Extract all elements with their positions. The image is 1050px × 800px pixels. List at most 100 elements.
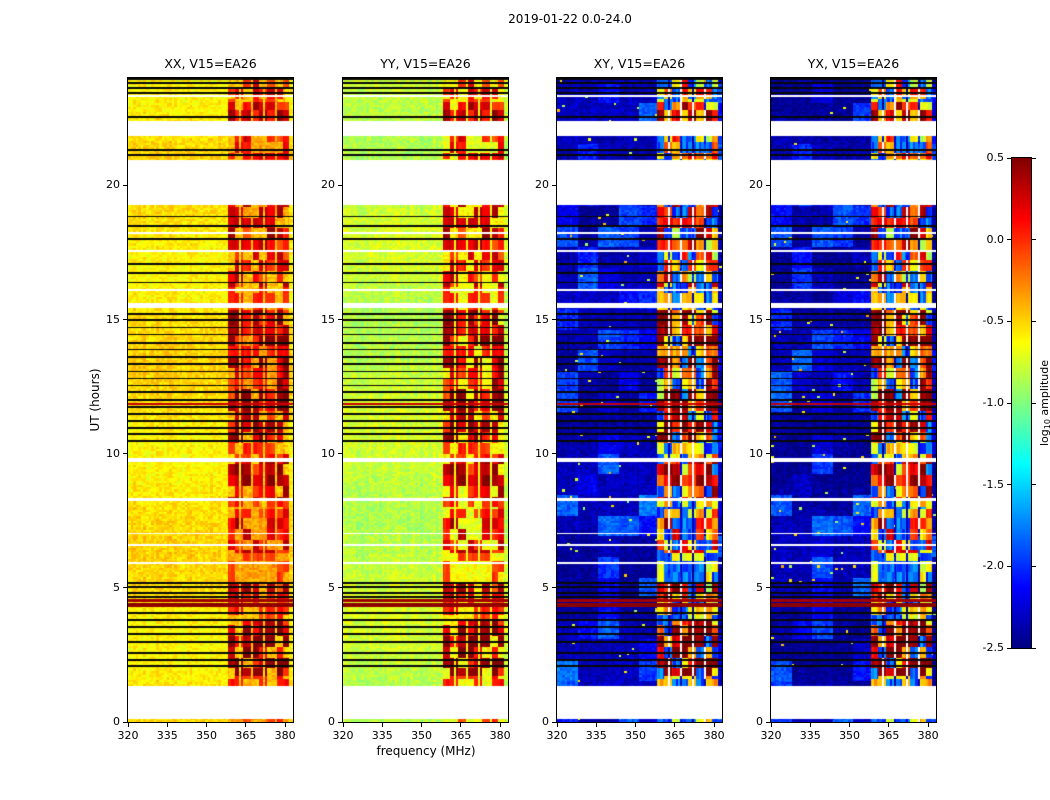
colorbar-tick-label: -1.5 bbox=[982, 477, 1004, 491]
y-tick-label: 10 bbox=[106, 446, 120, 460]
x-tick-label: 350 bbox=[839, 729, 861, 742]
x-tick-mark bbox=[206, 723, 208, 727]
panel-title-xx: XX, V15=EA26 bbox=[164, 56, 257, 71]
y-tick-label: 5 bbox=[328, 580, 335, 594]
x-tick-mark bbox=[927, 723, 929, 727]
x-tick-label: 365 bbox=[878, 729, 900, 742]
colorbar-frame bbox=[1012, 158, 1031, 648]
panel-yy: YY, V15=EA26 320 335 350 365 380 0 5 10 15 20 bbox=[321, 56, 511, 742]
x-tick-mark bbox=[770, 723, 772, 727]
colorbar-tick-mark bbox=[1032, 320, 1036, 322]
y-axis-label: UT (hours) bbox=[88, 368, 102, 432]
colorbar-tick-mark bbox=[1032, 647, 1036, 649]
heatmap-yy bbox=[343, 78, 508, 722]
x-tick-mark bbox=[381, 723, 383, 727]
y-tick-mark bbox=[338, 587, 342, 589]
colorbar-label-suffix: amplitude bbox=[1038, 359, 1050, 420]
x-tick-label: 350 bbox=[625, 729, 647, 742]
x-tick-mark bbox=[245, 723, 247, 727]
x-tick-label: 335 bbox=[371, 729, 393, 742]
y-tick-label: 0 bbox=[113, 715, 120, 728]
y-tick-label: 0 bbox=[328, 715, 335, 728]
heatmap-yx bbox=[771, 78, 936, 722]
x-tick-mark bbox=[342, 723, 344, 727]
y-tick-mark bbox=[766, 721, 770, 723]
x-tick-label: 380 bbox=[703, 729, 725, 742]
x-tick-mark bbox=[635, 723, 637, 727]
x-tick-mark bbox=[421, 723, 423, 727]
y-tick-mark bbox=[338, 319, 342, 320]
colorbar-label-prefix: log bbox=[1038, 429, 1050, 447]
x-tick-mark bbox=[460, 723, 462, 727]
y-tick-label: 5 bbox=[113, 580, 120, 594]
panel-yx: YX, V15=EA26 320 335 350 365 380 0 5 10 15 20 bbox=[749, 56, 939, 742]
panel-xy: XY, V15=EA26 320 335 350 365 380 0 5 10 15 20 bbox=[535, 56, 725, 742]
x-tick-label: 320 bbox=[332, 729, 354, 742]
y-tick-mark bbox=[552, 453, 556, 455]
colorbar-tick-mark bbox=[1007, 239, 1011, 241]
y-tick-mark bbox=[766, 319, 770, 320]
x-tick-label: 320 bbox=[760, 729, 782, 742]
x-tick-mark bbox=[849, 723, 851, 727]
y-tick-mark bbox=[123, 721, 127, 723]
y-tick-mark bbox=[123, 587, 127, 589]
colorbar-tick-label: 0.5 bbox=[986, 151, 1005, 164]
x-tick-mark bbox=[888, 723, 890, 727]
y-tick-label: 5 bbox=[756, 580, 763, 594]
x-tick-mark bbox=[809, 723, 811, 727]
x-tick-mark bbox=[595, 723, 597, 727]
x-tick-label: 365 bbox=[450, 729, 472, 742]
figure-title: 2019-01-22 0.0-24.0 bbox=[508, 12, 632, 26]
y-tick-label: 15 bbox=[321, 312, 335, 326]
colorbar-tick-mark bbox=[1007, 157, 1011, 159]
colorbar-tick-mark bbox=[1007, 565, 1011, 567]
heatmap-canvas-yx bbox=[771, 78, 936, 722]
colorbar-label: log10 amplitude bbox=[1038, 360, 1050, 446]
x-tick-label: 320 bbox=[117, 729, 139, 742]
y-tick-mark bbox=[552, 319, 556, 320]
panel-title-xy: XY, V15=EA26 bbox=[593, 56, 686, 71]
x-tick-label: 335 bbox=[156, 729, 178, 742]
x-axis-label: frequency (MHz) bbox=[376, 744, 476, 758]
y-tick-mark bbox=[552, 587, 556, 589]
y-tick-mark bbox=[766, 453, 770, 455]
y-tick-mark bbox=[338, 721, 342, 723]
colorbar-tick-mark bbox=[1032, 157, 1036, 159]
x-tick-mark bbox=[127, 723, 129, 727]
y-tick-label: 0 bbox=[756, 715, 763, 728]
heatmap-xy bbox=[557, 78, 722, 722]
panel-title-yy: YY, V15=EA26 bbox=[380, 56, 471, 71]
x-tick-mark bbox=[499, 723, 501, 727]
colorbar-label-subscript: 10 bbox=[1043, 419, 1050, 430]
colorbar-tick-mark bbox=[1032, 239, 1036, 241]
y-tick-mark bbox=[123, 453, 127, 455]
x-tick-label: 365 bbox=[664, 729, 686, 742]
heatmap-canvas-yy bbox=[343, 78, 508, 722]
y-tick-mark bbox=[552, 721, 556, 723]
y-tick-mark bbox=[123, 184, 127, 186]
y-tick-mark bbox=[123, 319, 127, 320]
y-tick-label: 20 bbox=[106, 178, 120, 192]
x-tick-label: 380 bbox=[917, 729, 939, 742]
x-tick-label: 335 bbox=[585, 729, 607, 742]
x-tick-label: 335 bbox=[799, 729, 821, 742]
x-tick-mark bbox=[713, 723, 715, 727]
y-tick-mark bbox=[766, 184, 770, 186]
colorbar-tick-mark bbox=[1007, 402, 1011, 404]
y-tick-mark bbox=[766, 587, 770, 589]
x-tick-mark bbox=[284, 723, 286, 727]
colorbar: log10 amplitude 0.5 0.0 -0.5 -1.0 -1.5 -2.0 -2… bbox=[983, 151, 1050, 654]
y-tick-label: 15 bbox=[749, 312, 763, 326]
x-tick-label: 320 bbox=[546, 729, 568, 742]
x-tick-mark bbox=[166, 723, 168, 727]
y-tick-mark bbox=[338, 184, 342, 186]
colorbar-tick-label: 0.0 bbox=[986, 232, 1005, 246]
y-tick-label: 15 bbox=[535, 312, 549, 326]
x-tick-mark bbox=[556, 723, 558, 727]
colorbar-tick-label: -0.5 bbox=[982, 314, 1004, 328]
colorbar-tick-mark bbox=[1007, 320, 1011, 322]
y-tick-label: 10 bbox=[749, 446, 763, 460]
panel-title-yx: YX, V15=EA26 bbox=[807, 56, 900, 71]
colorbar-tick-label: -2.5 bbox=[982, 641, 1004, 654]
